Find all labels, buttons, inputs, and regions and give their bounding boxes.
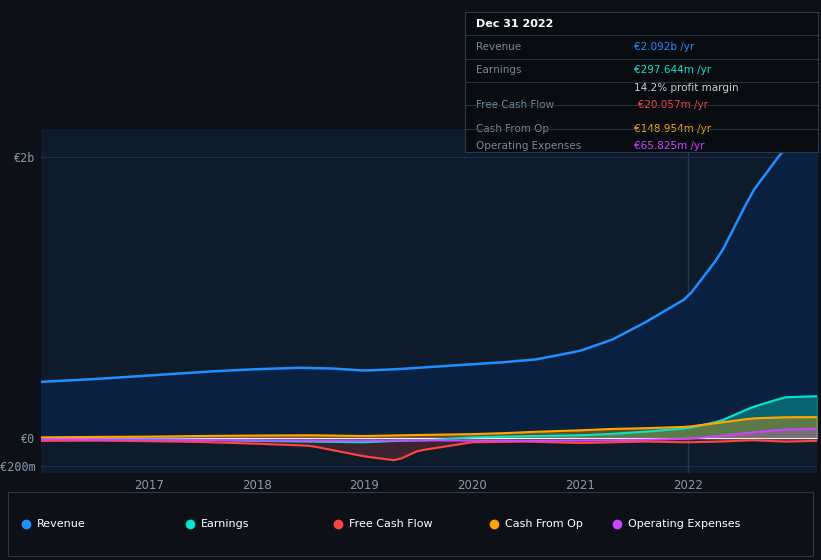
Text: Dec 31 2022: Dec 31 2022 (475, 18, 553, 29)
Text: -€20.057m /yr: -€20.057m /yr (635, 100, 709, 110)
Bar (8, 492, 813, 557)
Text: 14.2% profit margin: 14.2% profit margin (635, 83, 739, 93)
Text: €148.954m /yr: €148.954m /yr (635, 124, 712, 134)
Text: Free Cash Flow: Free Cash Flow (475, 100, 553, 110)
Text: Free Cash Flow: Free Cash Flow (349, 519, 433, 529)
Text: Operating Expenses: Operating Expenses (475, 141, 580, 151)
Text: Revenue: Revenue (475, 42, 521, 52)
Text: Earnings: Earnings (201, 519, 250, 529)
Text: €297.644m /yr: €297.644m /yr (635, 66, 712, 76)
Text: €2.092b /yr: €2.092b /yr (635, 42, 695, 52)
Text: €65.825m /yr: €65.825m /yr (635, 141, 705, 151)
Text: Cash From Op: Cash From Op (475, 124, 548, 134)
Text: Cash From Op: Cash From Op (505, 519, 583, 529)
Text: Operating Expenses: Operating Expenses (628, 519, 741, 529)
Text: Revenue: Revenue (37, 519, 85, 529)
Text: Earnings: Earnings (475, 66, 521, 76)
